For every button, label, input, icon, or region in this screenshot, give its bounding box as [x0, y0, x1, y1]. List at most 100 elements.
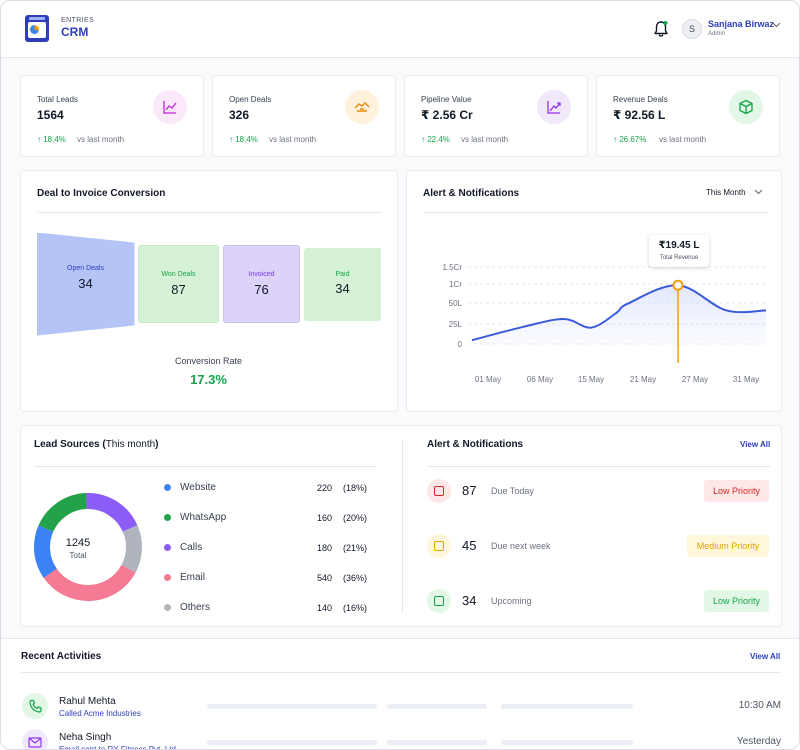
- legend-percent: (18%): [343, 483, 368, 493]
- y-tick-label: 1Cr: [449, 280, 462, 289]
- funnel-stage-value: 87: [171, 282, 186, 297]
- donut-slice-email[interactable]: [33, 493, 142, 602]
- alert-text: Due next week: [491, 541, 551, 551]
- legend-percent: (20%): [343, 513, 368, 523]
- chart-area-fill: [472, 285, 766, 344]
- legend-dot: [164, 574, 171, 581]
- vertical-divider: [402, 440, 403, 614]
- activity-name[interactable]: Rahul Mehta: [59, 696, 116, 707]
- section-title: Alert & Notifications: [423, 188, 520, 199]
- kpi-label: Open Deals: [229, 95, 272, 104]
- kpi-value: 326: [229, 108, 250, 122]
- funnel-stage-open[interactable]: Open Deals 34: [37, 233, 134, 335]
- legend-name: Website: [180, 482, 216, 493]
- legend-name: Others: [180, 602, 211, 613]
- donut-slice-others[interactable]: [33, 493, 142, 602]
- legend-dot: [164, 544, 171, 551]
- y-tick-label: 1.5Cr: [442, 263, 462, 272]
- alerts-title: Alert & Notifications: [427, 439, 524, 450]
- legend-name: Email: [180, 572, 206, 583]
- alert-text: Upcoming: [491, 596, 532, 606]
- alert-row[interactable]: 34 Upcoming: [421, 587, 776, 615]
- highlight-point[interactable]: [672, 279, 684, 291]
- alert-row[interactable]: 45 Due next week: [421, 532, 776, 560]
- kpi-vs-label: vs last month: [461, 135, 509, 144]
- funnel-stage-paid[interactable]: Paid 34: [304, 248, 381, 321]
- donut-slice-website[interactable]: [33, 493, 142, 602]
- priority-badge: Medium Priority: [687, 535, 769, 557]
- handshake-icon: [345, 90, 379, 124]
- bell-icon[interactable]: [653, 20, 669, 38]
- legend-value: 160: [316, 513, 332, 523]
- funnel-shape: [37, 233, 135, 336]
- x-tick-label: 31 May: [733, 375, 759, 384]
- cube-icon: [729, 90, 763, 124]
- lead-sources-card: Lead Sources (This month) Alert & Notifi…: [20, 425, 782, 627]
- period-label: This Month: [706, 188, 746, 197]
- title-normal: This month: [105, 439, 156, 450]
- kpi-card[interactable]: Pipeline Value ₹ 2.56 Cr ↑ 22.4% vs last mo…: [404, 75, 588, 157]
- chart-tooltip: ₹19.45 L Total Revenue: [649, 235, 709, 267]
- divider: [34, 466, 377, 467]
- legend-percent: (16%): [343, 603, 368, 613]
- kpi-card[interactable]: Revenue Deals ₹ 92.56 L ↑ 26.67% vs last mo…: [596, 75, 780, 157]
- legend-value: 220: [316, 483, 332, 493]
- activity-placeholder-bar: [387, 740, 487, 745]
- user-role: Admin: [708, 31, 726, 37]
- funnel-stage-value: 34: [78, 276, 93, 291]
- legend-dot: [164, 604, 171, 611]
- activity-placeholder-bar: [207, 740, 377, 745]
- chevron-down-icon: [754, 189, 763, 195]
- x-tick-label: 06 May: [527, 375, 553, 384]
- revenue-chart-card: Alert & Notifications This Month: [406, 170, 782, 412]
- activity-name[interactable]: Neha Singh: [59, 732, 112, 743]
- kpi-card[interactable]: Open Deals 326 ↑ 18.4% vs last month: [212, 75, 396, 157]
- lead-sources-title: Lead Sources (This month): [34, 439, 159, 450]
- lead-sources-donut: [33, 493, 142, 602]
- kpi-value: 1564: [37, 108, 64, 122]
- kpi-label: Revenue Deals: [613, 95, 668, 104]
- funnel-stage-label: Invoiced: [248, 271, 275, 278]
- avatar[interactable]: S: [682, 19, 702, 39]
- activity-description: Called Acme Industries: [59, 709, 141, 718]
- y-tick-label: 50L: [449, 299, 463, 308]
- user-name[interactable]: Sanjana Birwaz: [708, 19, 775, 29]
- section-title: Deal to Invoice Conversion: [37, 188, 166, 199]
- priority-badge: Low Priority: [704, 590, 769, 612]
- y-tick-label: 0: [458, 340, 463, 349]
- app-title: CRM: [61, 25, 89, 39]
- kpi-change: ↑ 18.4%: [37, 135, 66, 144]
- funnel-stage-value: 34: [335, 281, 350, 296]
- kpi-vs-label: vs last month: [659, 135, 707, 144]
- chevron-down-icon[interactable]: [772, 22, 781, 28]
- donut-slice-whatsapp[interactable]: [33, 493, 142, 602]
- legend-value: 540: [316, 573, 332, 583]
- x-tick-label: 27 May: [682, 375, 708, 384]
- top-header: ENTRIES CRM S Sanjana Birwaz Admin: [1, 1, 799, 58]
- alert-calendar-icon: [427, 534, 451, 558]
- tooltip-label: Total Revenue: [659, 255, 699, 261]
- activity-placeholder-bar: [387, 704, 487, 709]
- activity-placeholder-bar: [501, 704, 633, 709]
- alert-row[interactable]: 87 Due Today: [421, 477, 776, 505]
- donut-total-label: Total: [69, 551, 87, 560]
- funnel-stage-won[interactable]: Won Deals 87: [138, 245, 219, 323]
- legend-dot: [164, 514, 171, 521]
- legend-dot: [164, 484, 171, 491]
- crm-logo-icon[interactable]: [25, 15, 49, 42]
- activities-view-all-link[interactable]: View All: [750, 652, 781, 661]
- conversion-rate-label: Conversion Rate: [174, 356, 243, 366]
- activity-time: Yesterday: [736, 736, 781, 747]
- funnel-stage-invoiced[interactable]: Invoiced 76: [223, 245, 300, 323]
- funnel-stage-label: Open Deals: [67, 265, 104, 272]
- funnel-stage-label: Won Deals: [161, 271, 196, 278]
- activities-section: [1, 638, 799, 749]
- alerts-view-all-link[interactable]: View All: [740, 440, 771, 449]
- kpi-card[interactable]: Total Leads 1564 ↑ 18.4% vs last month: [20, 75, 204, 157]
- period-selector[interactable]: This Month: [706, 188, 763, 197]
- revenue-line-chart: 1.5Cr 1Cr 50L 25L 0 01 May 06 May 15 May 21 May 2…: [442, 263, 767, 384]
- donut-total: 1245: [65, 537, 91, 549]
- x-tick-label: 15 May: [578, 375, 604, 384]
- alert-calendar-icon: [427, 589, 451, 613]
